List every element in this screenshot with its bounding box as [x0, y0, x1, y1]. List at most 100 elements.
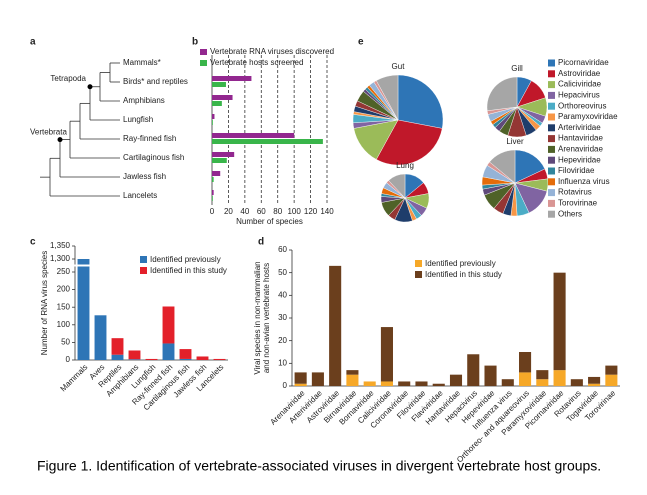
- tip-label: Amphibians: [123, 96, 165, 105]
- bar: [380, 381, 393, 386]
- x-tick-label: 80: [273, 207, 282, 216]
- x-tick-label: 40: [240, 207, 249, 216]
- bar: [346, 374, 359, 386]
- bar: [213, 358, 226, 360]
- bar: [536, 379, 549, 386]
- tip-label: Birds* and reptiles: [123, 77, 188, 86]
- bar: [128, 350, 141, 360]
- pie-label: Gut: [392, 62, 406, 71]
- y-tick-label: 100: [57, 320, 71, 329]
- x-tick-label: 0: [210, 207, 215, 216]
- bar: [484, 365, 497, 386]
- bar: [294, 372, 307, 384]
- x-tick-label: 60: [257, 207, 266, 216]
- legend-label: Picornaviridae: [558, 58, 609, 67]
- legend-swatch: [548, 70, 555, 78]
- bar: [212, 158, 227, 163]
- bar: [536, 370, 549, 380]
- pie-label: Gill: [511, 64, 523, 73]
- y-axis-label: and non-avian vertebrate hosts: [262, 263, 271, 373]
- y-axis-label: Viral species in non-mammalian: [253, 261, 262, 374]
- legend-label: Identified previously: [425, 259, 496, 268]
- legend-swatch: [200, 60, 207, 66]
- clade-label: Tetrapoda: [50, 74, 86, 83]
- legend-label: Identified in this study: [425, 270, 502, 279]
- y-tick-label: 0: [66, 355, 71, 364]
- bar: [212, 114, 215, 119]
- pie-slice: [388, 173, 406, 199]
- legend-swatch: [548, 91, 555, 99]
- pie-slice: [376, 74, 399, 121]
- y-tick-label: 30: [278, 313, 287, 322]
- bar: [77, 259, 90, 360]
- bar: [311, 372, 324, 386]
- x-tick-label: 100: [287, 207, 301, 216]
- legend-label: Rotavirus: [558, 188, 592, 197]
- legend-swatch: [548, 81, 555, 89]
- panel-letter: e: [358, 37, 364, 48]
- bar: [553, 370, 566, 386]
- y-tick-label: 1,350: [50, 241, 71, 250]
- bar: [212, 82, 226, 87]
- bar: [212, 171, 221, 176]
- bar: [398, 381, 411, 386]
- bar: [501, 379, 514, 386]
- tip-label: Jawless fish: [123, 172, 166, 181]
- bar: [212, 76, 252, 81]
- legend-swatch: [548, 59, 555, 67]
- legend-label: Hepacivirus: [558, 91, 600, 100]
- y-tick-label: 40: [278, 290, 287, 299]
- panel-letter: d: [258, 237, 264, 248]
- legend-label: Identified previously: [150, 255, 221, 264]
- tip-label: Cartilaginous fish: [123, 153, 184, 162]
- legend-swatch: [548, 156, 555, 164]
- bar: [212, 152, 235, 157]
- y-tick-label: 200: [57, 285, 71, 294]
- bar: [111, 338, 124, 355]
- bar: [380, 327, 393, 382]
- clade-label: Vertebrata: [30, 128, 67, 137]
- legend-swatch: [548, 113, 555, 121]
- bar: [212, 139, 323, 144]
- bar: [162, 343, 175, 360]
- panel-letter: c: [30, 237, 36, 248]
- bar: [212, 120, 213, 125]
- legend-label: Others: [558, 209, 582, 218]
- legend-label: Filoviridae: [558, 166, 595, 175]
- legend-label: Arteriviridae: [558, 123, 601, 132]
- legend-swatch: [548, 199, 555, 207]
- panel-letter: b: [192, 37, 198, 48]
- bar: [432, 383, 445, 386]
- pie-slice: [397, 74, 444, 129]
- x-tick-label: 20: [224, 207, 233, 216]
- bar: [162, 306, 175, 344]
- bar: [128, 359, 141, 360]
- tip-label: Lungfish: [123, 115, 153, 124]
- legend-label: Caliciviridae: [558, 80, 602, 89]
- legend-label: Paramyxoviridae: [558, 112, 618, 121]
- bar: [605, 365, 618, 375]
- pie-label: Lung: [396, 161, 414, 170]
- y-tick-label: 20: [278, 336, 287, 345]
- pie-label: Liver: [506, 137, 524, 146]
- bar: [346, 370, 359, 375]
- legend-label: Hantaviridae: [558, 134, 603, 143]
- legend-label: Hepeviridae: [558, 155, 601, 164]
- y-tick-label: 50: [61, 338, 70, 347]
- bar: [212, 101, 222, 106]
- bar: [179, 349, 192, 359]
- bar: [212, 133, 295, 138]
- legend-label: Vertebrate RNA viruses discovered: [210, 47, 334, 56]
- x-axis-label: Number of species: [236, 217, 303, 226]
- node-dot: [57, 137, 63, 143]
- y-tick-label: 250: [57, 267, 71, 276]
- bar: [519, 352, 532, 373]
- bar: [212, 95, 233, 100]
- bar: [363, 381, 376, 386]
- bar: [212, 190, 214, 195]
- legend-label: Torovirinae: [558, 199, 598, 208]
- legend-swatch: [140, 256, 147, 263]
- bar: [588, 383, 601, 386]
- y-tick-label: 150: [57, 302, 71, 311]
- bar: [449, 374, 463, 386]
